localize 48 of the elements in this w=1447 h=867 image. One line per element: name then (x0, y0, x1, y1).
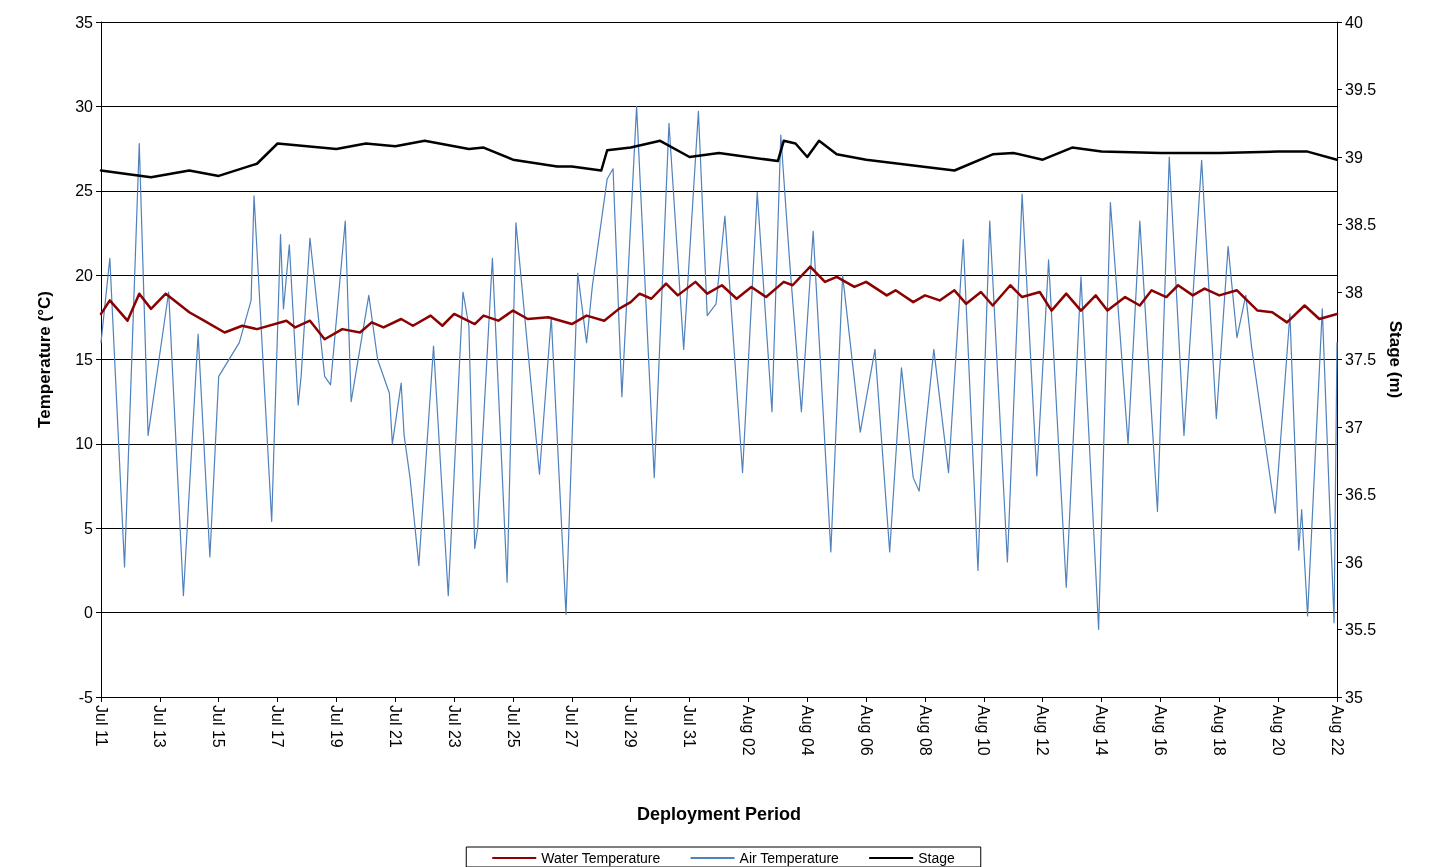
y2-axis-title: Stage (m) (1386, 320, 1406, 399)
y-tick-label: 20 (75, 266, 94, 284)
x-tick-label: Jul 13 (151, 705, 169, 748)
x-tick-label: Jul 29 (622, 705, 640, 748)
x-tick-label: Jul 19 (327, 705, 345, 748)
x-tick-label: Aug 04 (798, 705, 816, 756)
x-tick-label: Jul 15 (210, 705, 228, 748)
x-tick-label: Jul 31 (681, 705, 699, 748)
x-tick-label: Aug 22 (1328, 705, 1346, 756)
y2-tick-label: 39.5 (1345, 81, 1377, 98)
x-tick-label: Aug 16 (1151, 705, 1169, 756)
x-tick-label: Jul 27 (563, 705, 581, 748)
x-tick-label: Aug 02 (739, 705, 757, 756)
y-tick-label: 15 (75, 351, 94, 368)
x-tick-label: Jul 23 (445, 705, 463, 748)
x-tick-label: Jul 25 (504, 705, 522, 748)
y-tick-label: 5 (84, 519, 94, 537)
y2-tick-label: 37 (1345, 418, 1363, 436)
x-tick-label: Aug 10 (975, 705, 993, 756)
x-tick-label: Aug 08 (916, 705, 934, 756)
y2-tick-label: 39 (1345, 148, 1363, 166)
y-tick-label: 0 (84, 604, 94, 622)
x-tick-label: Aug 06 (857, 705, 875, 756)
y-tick-label: -5 (78, 688, 94, 706)
x-tick-label: Jul 11 (92, 705, 110, 747)
legend-label: Stage (918, 850, 955, 866)
y2-tick-label: 36.5 (1345, 486, 1377, 503)
x-tick-label: Aug 12 (1034, 705, 1052, 756)
y-tick-label: 35 (75, 13, 94, 31)
legend-label: Water Temperature (541, 850, 661, 866)
y2-tick-label: 35 (1345, 688, 1363, 706)
x-tick-label: Aug 18 (1210, 705, 1228, 756)
y2-tick-label: 36 (1345, 553, 1363, 571)
y2-tick-label: 38 (1345, 283, 1363, 301)
x-tick-label: Jul 21 (386, 705, 404, 748)
y2-tick-label: 40 (1345, 13, 1363, 31)
y-tick-label: 10 (75, 435, 94, 453)
y-axis-title: Temperature (°C) (35, 291, 54, 428)
y2-tick-label: 37.5 (1345, 351, 1377, 368)
x-tick-label: Jul 17 (269, 705, 287, 748)
y-tick-label: 25 (75, 182, 94, 200)
x-axis-title: Deployment Period (636, 804, 802, 824)
y2-tick-label: 35.5 (1345, 621, 1377, 638)
legend-label: Air Temperature (739, 850, 840, 866)
x-tick-label: Aug 14 (1093, 705, 1111, 756)
y-tick-label: 30 (75, 97, 94, 115)
x-tick-label: Aug 20 (1269, 705, 1287, 756)
y2-tick-label: 38.5 (1345, 216, 1377, 233)
